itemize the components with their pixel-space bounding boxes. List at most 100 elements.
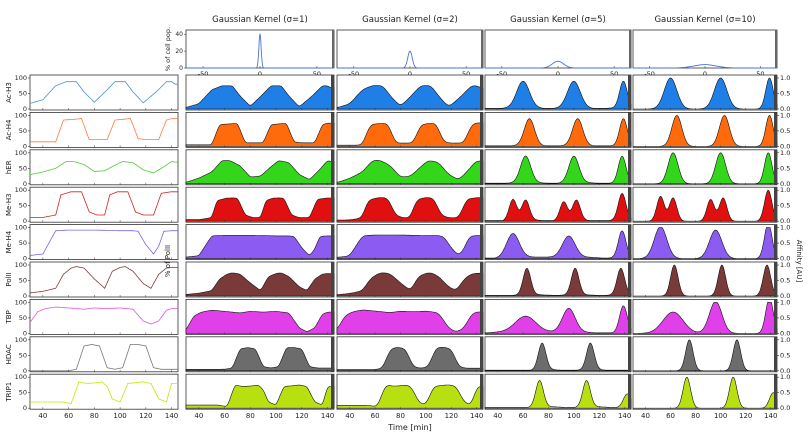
- kernel-x-tick-label: -50: [198, 70, 209, 78]
- x-tick-label: 60: [220, 412, 229, 420]
- y-tick-label: 50: [19, 389, 27, 397]
- panel-frame: [29, 373, 179, 410]
- raw-trace-line: [30, 343, 178, 372]
- kernel-x-tick-label: -50: [644, 70, 655, 78]
- panel-hdac-2: [336, 336, 484, 373]
- affinity-area: [633, 227, 778, 259]
- y-tick-label: 0.5: [780, 239, 790, 247]
- panel-frame: [29, 224, 179, 261]
- y-tick-label: 0: [23, 105, 27, 113]
- y-tick-label: 0: [23, 367, 27, 375]
- edge-bar: [628, 75, 631, 110]
- x-tick-label: 40: [493, 412, 502, 420]
- affinity-area: [185, 235, 335, 259]
- x-tick-label: 80: [396, 412, 405, 420]
- affinity-area: [633, 302, 778, 334]
- panel-hdac-4: 0.0 0.5 1.0: [632, 336, 790, 375]
- raw-trace-line: [29, 306, 178, 325]
- y-tick-label: 50: [19, 164, 27, 172]
- edge-bar: [774, 112, 777, 148]
- affinity-area: [185, 122, 335, 147]
- edge-bar: [331, 75, 334, 110]
- x-tick-label: 40: [194, 412, 203, 420]
- panel-trip1-0: 0 50 100 40 60 80 100 120 140: [15, 373, 179, 420]
- x-tick-label: 140: [321, 412, 334, 420]
- affinity-area: [484, 380, 632, 409]
- y-tick-label: 50: [19, 314, 27, 322]
- x-tick-label: 100: [269, 412, 282, 420]
- kernel-title: Gaussian Kernel (σ=1): [212, 15, 308, 25]
- row-label-ac-h3: Ac-H3: [5, 82, 13, 103]
- edge-bar: [331, 224, 334, 260]
- x-tick-label: 100: [567, 412, 580, 420]
- y-tick-label: 0.0: [780, 255, 790, 263]
- y-tick-label: 100: [15, 186, 27, 194]
- kernel-x-tick-label: 50: [756, 70, 764, 78]
- edge-bar: [480, 75, 483, 110]
- edge-bar: [628, 112, 631, 148]
- edge-bar: [331, 262, 334, 297]
- panel-frame: [484, 74, 632, 111]
- x-tick-label: 60: [519, 412, 528, 420]
- edge-bar: [628, 187, 631, 223]
- kernel-panels: Gaussian Kernel (σ=1) -50 0 50 0 20 40% of cel…: [164, 15, 778, 78]
- y-tick-label: 1.0: [780, 111, 790, 119]
- edge-bar: [774, 187, 777, 223]
- panel-ac-h4-4: 0.0 0.5 1.0: [632, 111, 790, 150]
- panel-frame: [484, 149, 632, 186]
- panel-trip1-2: 40 60 80 100 120 140: [336, 373, 484, 420]
- panel-me-h4-2: [336, 224, 484, 261]
- panel-frame: [29, 298, 179, 335]
- panel-tbp-0: 0 50 100: [15, 298, 179, 337]
- affinity-area: [336, 122, 484, 147]
- panel-ac-h4-2: [336, 112, 484, 148]
- panel-frame: [632, 112, 778, 148]
- edge-bar: [480, 149, 483, 185]
- panel-me-h3-2: [336, 186, 484, 223]
- right-y-axis-label: Affinity [AU]: [795, 240, 803, 283]
- panel-ac-h3-0: 0 50 100: [15, 74, 179, 113]
- affinity-area: [336, 85, 484, 110]
- edge-bar: [480, 187, 483, 223]
- panel-frame: [484, 261, 632, 298]
- affinity-area: [336, 309, 484, 334]
- x-tick-label: 60: [371, 412, 380, 420]
- affinity-area: [633, 376, 778, 409]
- affinity-area: [336, 384, 484, 409]
- y-tick-label: 0.0: [780, 180, 790, 188]
- y-tick-label: 0.5: [780, 314, 790, 322]
- panel-hdac-1: [185, 336, 335, 373]
- y-tick-label: 50: [19, 90, 27, 98]
- affinity-area: [633, 152, 778, 185]
- kernel-curve: [186, 32, 334, 69]
- panel-me-h4-4: 0.0 0.5 1.0: [632, 224, 790, 263]
- panel-frame: [29, 336, 179, 373]
- y-tick-label: 0: [23, 142, 27, 150]
- x-tick-label: 60: [64, 412, 73, 420]
- raw-trace-line: [29, 81, 178, 104]
- affinity-area: [336, 347, 484, 372]
- y-tick-label: 0.0: [780, 217, 790, 225]
- y-tick-label: 1.0: [780, 336, 790, 344]
- x-axis-label: Time [min]: [387, 423, 431, 432]
- kernel-x-tick-label: 0: [703, 70, 707, 78]
- row-label-ac-h4: Ac-H4: [5, 119, 13, 140]
- panel-me-h3-0: 0 50 100: [15, 186, 179, 225]
- kernel-y-axis-label: % of cell pop.: [164, 27, 172, 71]
- affinity-area: [484, 230, 632, 259]
- edge-bar: [774, 149, 777, 185]
- edge-bar: [480, 262, 483, 297]
- x-tick-label: 120: [739, 412, 752, 420]
- panel-frame: [29, 261, 179, 298]
- edge-bar: [628, 374, 631, 410]
- x-tick-label: 120: [445, 412, 458, 420]
- kernel-x-tick-label: 50: [610, 70, 618, 78]
- y-tick-label: 1.0: [780, 298, 790, 306]
- y-tick-label: 0.5: [780, 351, 790, 359]
- y-tick-label: 50: [19, 239, 27, 247]
- edge-bar: [331, 187, 334, 223]
- kernel-y-tick-label: 20: [175, 48, 183, 55]
- panel-ac-h3-3: [484, 74, 632, 111]
- panel-her-2: [336, 149, 484, 186]
- y-tick-label: 0: [23, 180, 27, 188]
